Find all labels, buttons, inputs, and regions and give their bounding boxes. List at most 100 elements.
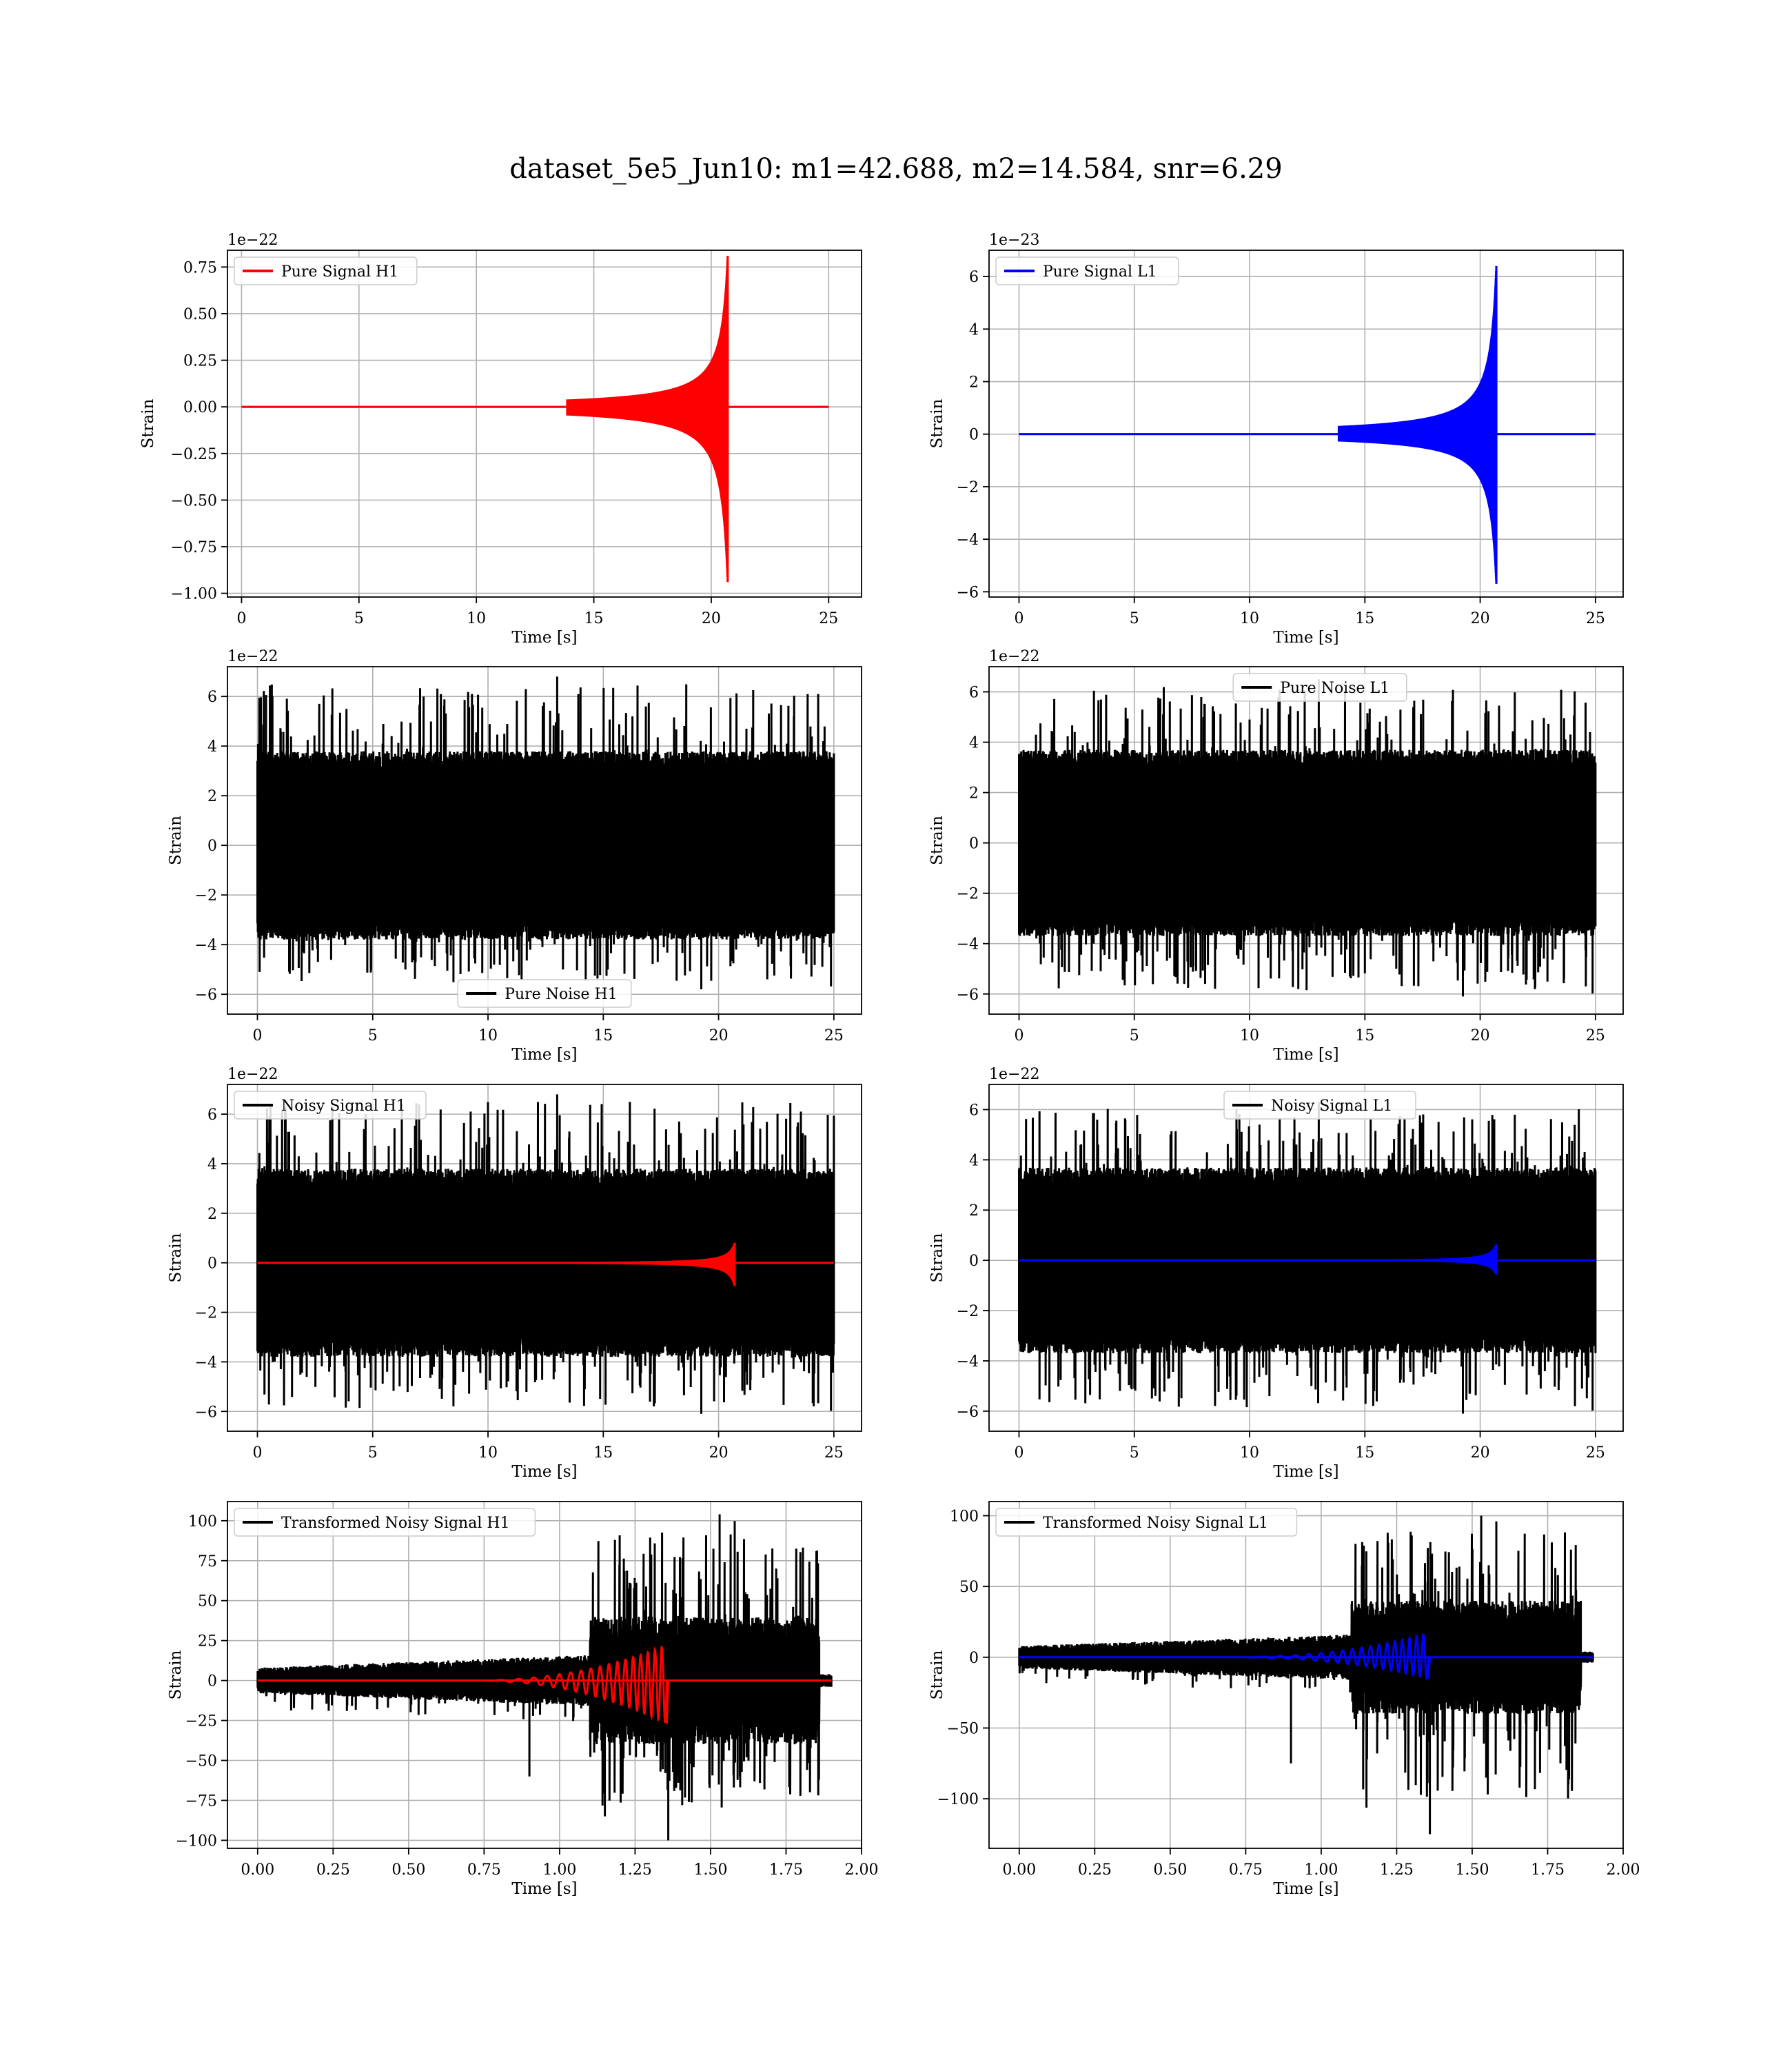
y-tick-label: −4 [957,936,979,953]
y-tick-label: 50 [198,1593,217,1610]
y-axis-label: Strain [928,816,946,865]
x-tick-label: 20 [1471,1444,1490,1462]
x-tick-label: 1.75 [769,1861,803,1879]
x-tick-label: 5 [1130,1444,1139,1462]
x-tick-label: 5 [368,1027,378,1044]
x-axis-label: Time [s] [1273,629,1338,647]
legend: Pure Signal H1 [234,256,418,285]
y-tick-label: 0 [207,1673,217,1690]
x-tick-label: 10 [1240,1027,1259,1044]
x-axis-label: Time [s] [511,1880,577,1898]
y-tick-label: 100 [188,1513,217,1530]
x-tick-label: 25 [1586,610,1605,627]
x-tick-label: 15 [593,1444,613,1462]
x-tick-label: 10 [478,1444,498,1462]
axis-offset-exponent: 1e−22 [989,648,1039,665]
legend: Transformed Noisy Signal H1 [234,1508,536,1537]
legend-box [234,256,418,285]
y-tick-label: −1.00 [171,586,217,603]
series-noise-trace [1018,1102,1597,1414]
y-tick-label: 0 [969,1253,979,1270]
x-tick-label: 1.00 [1304,1861,1338,1879]
legend: Noisy Signal H1 [234,1091,427,1120]
y-tick-label: 0.75 [183,259,217,276]
axes-frame [988,1501,1624,1849]
x-tick-label: 2.00 [1607,1861,1640,1879]
series-chirp-trace [1019,265,1596,584]
series-group [1018,679,1597,997]
legend: Transformed Noisy Signal L1 [995,1508,1298,1537]
x-tick-label: 0 [1014,1027,1024,1044]
series-transformed-trace [1018,1515,1594,1835]
series-group [256,676,835,989]
x-tick-label: 25 [1586,1027,1605,1044]
y-tick-label: 6 [969,1102,979,1119]
x-tick-label: 10 [1240,1444,1259,1462]
x-tick-label: 20 [702,610,721,627]
x-tick-label: 25 [819,610,838,627]
y-tick-label: 0.50 [183,306,217,323]
axes-frame [988,250,1624,598]
x-tick-label: 10 [1240,610,1259,627]
grid [227,250,862,597]
y-tick-label: −2 [957,886,979,903]
y-tick-label: −50 [185,1753,217,1770]
series-chirp-trace [241,256,829,583]
legend-label: Pure Signal L1 [1043,263,1157,281]
y-tick-label: 2 [207,788,217,805]
x-tick-label: 1.75 [1531,1861,1565,1879]
x-tick-label: 0 [252,1444,262,1462]
x-axis-label: Time [s] [1273,1880,1338,1898]
y-tick-label: 2 [969,785,979,802]
series-group [256,1094,835,1414]
x-tick-label: 0.00 [241,1861,274,1879]
series-transformed-chirp [257,1645,832,1724]
axes-frame [227,250,862,598]
y-axis-label: Strain [139,398,157,448]
y-axis-label: Strain [167,1650,185,1699]
y-axis-label: Strain [167,1233,185,1282]
y-tick-label: 4 [969,321,979,339]
axis-offset-exponent: 1e−22 [989,1066,1039,1083]
series-transformed-chirp [1019,1633,1594,1681]
series-noise-trace [256,676,835,989]
chart-panel-row3-right: 0 5 10 15 20 25 −6 −4 −2 0 2 4 6 Time [s] Strain 1e−22 N… [928,1066,1624,1481]
series-group [256,1514,833,1841]
series-transformed-trace [256,1514,833,1841]
chart-panel-row4-right: 0.00 0.25 0.50 0.75 1.00 1.25 1.50 1.75 2.00 −100… [928,1501,1640,1898]
series-group [1018,1515,1594,1835]
legend-box [995,1508,1298,1537]
y-axis-label: Strain [928,1650,946,1699]
y-tick-label: 4 [207,738,217,756]
grid [989,250,1623,597]
legend-box [1232,673,1407,702]
axis-offset-exponent: 1e−23 [989,232,1039,249]
chart-panel-row1-right: 0 5 10 15 20 25 −6 −4 −2 0 2 4 6 Time [s] Strain 1e−23P… [928,232,1624,647]
y-tick-label: 2 [969,374,979,392]
y-tick-label: −100 [937,1791,979,1808]
y-tick-label: 4 [969,735,979,752]
y-tick-label: −6 [195,987,217,1004]
x-tick-label: 15 [1355,610,1374,627]
y-tick-label: −0.50 [171,492,217,509]
x-tick-label: 1.50 [693,1861,727,1879]
y-tick-label: 25 [198,1633,217,1650]
legend: Pure Signal L1 [995,256,1179,285]
x-tick-label: 0.25 [316,1861,350,1879]
x-tick-label: 25 [1586,1444,1605,1462]
x-tick-label: 20 [1471,610,1490,627]
y-tick-label: −50 [947,1720,979,1737]
x-tick-label: 5 [368,1444,378,1462]
y-tick-label: 4 [207,1156,217,1173]
y-tick-label: 0 [969,836,979,853]
x-tick-label: 5 [1130,610,1139,627]
x-tick-label: 1.25 [1380,1861,1414,1879]
legend: Noisy Signal L1 [1223,1091,1416,1120]
y-tick-label: −2 [195,1305,217,1322]
y-tick-label: −6 [957,584,979,601]
x-tick-label: 0.25 [1078,1861,1112,1879]
x-tick-label: 0.75 [1229,1861,1263,1879]
legend-box [1223,1091,1416,1120]
